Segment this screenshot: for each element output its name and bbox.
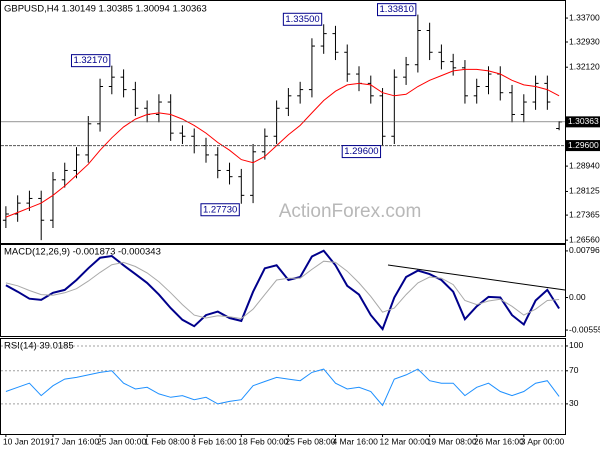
x-tick-label: 25 Jan 00:00	[97, 436, 146, 446]
y-tick-label: 1.27365	[569, 209, 600, 219]
x-tick-label: 12 Mar 00:00	[380, 436, 430, 446]
x-tick-label: 1 Feb 08:00	[144, 436, 190, 446]
annotation: 1.33810	[377, 3, 417, 17]
watermark: ActionForex.com	[279, 201, 422, 222]
y-tick-label: 1.28125	[569, 186, 600, 196]
annotation-box	[282, 12, 323, 26]
annotation: 1.32170	[70, 54, 111, 68]
y-tick-label: 1.33700	[569, 12, 600, 22]
trend-line	[387, 264, 566, 291]
annotation-box	[341, 145, 382, 159]
x-tick-label: 4 Mar 16:00	[332, 436, 378, 446]
price-box	[566, 116, 600, 128]
price-pane	[0, 0, 566, 244]
series-line	[5, 249, 560, 332]
annotation-label: 1.33810	[380, 4, 414, 15]
annotation-box	[70, 54, 111, 68]
x-tick-label: 18 Feb 00:00	[238, 436, 288, 446]
x-tick-label: 19 Mar 08:00	[427, 436, 477, 446]
x-tick-label: 17 Jan 16:00	[50, 436, 99, 446]
y-tick-label: 1.28940	[569, 160, 600, 170]
annotation-box	[377, 3, 417, 17]
annotation: 1.33500	[282, 12, 323, 26]
annotation-label: 1.32170	[73, 55, 107, 66]
y-tick-label: -0.005559	[569, 324, 600, 334]
price-title: GBPUSD,H4 1.30149 1.30385 1.30094 1.3036…	[4, 4, 207, 15]
y-tick-label: 0.007963	[569, 245, 600, 255]
macd-title: MACD(12,26,9) -0.001873 -0.000343	[4, 247, 161, 258]
rsi-pane	[0, 338, 566, 435]
annotation-label: 1.27730	[203, 204, 237, 215]
annotation-box	[200, 203, 240, 217]
annotation-label: 1.29600	[344, 146, 378, 157]
y-tick-label: 1.32120	[569, 61, 600, 71]
x-tick-label: 26 Mar 16:00	[474, 436, 524, 446]
annotation: 1.29600	[341, 145, 382, 159]
x-tick-label: 8 Feb 16:00	[191, 436, 237, 446]
y-tick-label: 1.26560	[569, 234, 600, 244]
macd-pane	[0, 244, 566, 337]
series-line	[5, 368, 560, 407]
x-tick-label: 10 Jan 2019	[3, 436, 50, 446]
y-tick-label: 100	[569, 340, 583, 350]
price-box-label: 1.29600	[568, 140, 599, 150]
x-tick-label: 3 Apr 00:00	[521, 436, 565, 446]
y-tick-label: 1.32930	[569, 36, 600, 46]
y-tick-label: 30	[569, 398, 579, 408]
series-line	[5, 260, 560, 320]
price-box	[566, 140, 600, 152]
x-tick-label: 25 Feb 08:00	[285, 436, 335, 446]
annotation-label: 1.33500	[285, 14, 319, 25]
y-tick-label: 0.00	[569, 292, 586, 302]
price-box-label: 1.30363	[568, 116, 599, 126]
annotation: 1.27730	[200, 203, 240, 217]
moving-average	[5, 68, 560, 218]
y-tick-label: 70	[569, 365, 579, 375]
